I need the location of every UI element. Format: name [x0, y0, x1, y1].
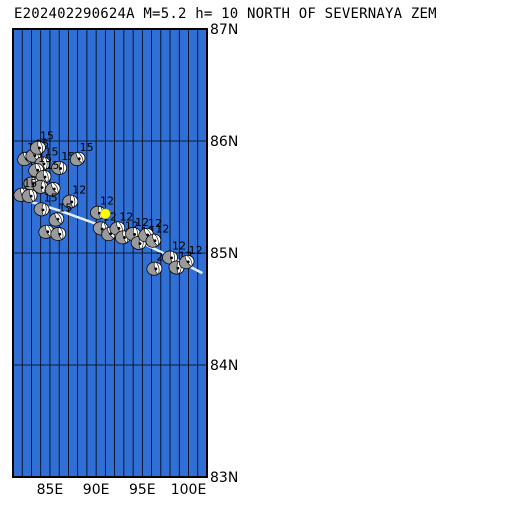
focal-mechanism — [50, 227, 67, 241]
focal-mechanism — [90, 205, 106, 220]
focal-mechanism — [33, 202, 50, 217]
focal-mechanism-label: 12 — [172, 239, 186, 252]
focal-mechanism-label: 15 — [80, 141, 94, 154]
focal-mechanism — [44, 182, 61, 197]
focal-mechanism-label: 12 — [148, 217, 162, 230]
page-title: E202402290624A M=5.2 h= 10 NORTH OF SEVE… — [14, 6, 437, 22]
focal-mechanism-label: 12 — [135, 216, 149, 229]
map-grid — [13, 29, 207, 477]
focal-mechanism — [30, 140, 46, 155]
focal-mechanism-label: 15 — [45, 145, 59, 158]
focal-mechanism-label: 15 — [58, 201, 72, 214]
latitude-label: 83N — [210, 470, 238, 486]
focal-mechanism — [69, 151, 86, 167]
focal-mechanism — [178, 254, 195, 270]
focal-mechanism-label: 12 — [189, 244, 203, 257]
focal-mechanism — [21, 188, 38, 203]
focal-mechanism-label: 15 — [40, 130, 54, 143]
focal-mechanism-label: 15 — [45, 159, 59, 172]
longitude-labels: 85E 90E 95E 100E — [37, 482, 207, 498]
focal-mechanism — [146, 261, 163, 276]
latitude-label: 86N — [210, 134, 238, 150]
focal-mechanism-label: 15 — [38, 152, 52, 165]
latitude-labels: 87N 86N 85N 84N 83N — [210, 22, 238, 486]
focal-mechanism — [32, 180, 49, 194]
focal-mechanism-label: 12 — [100, 195, 114, 208]
focal-mechanism — [38, 224, 55, 239]
latitude-label: 84N — [210, 358, 238, 374]
latitude-label: 87N — [210, 22, 238, 38]
focal-mechanism — [62, 194, 79, 209]
longitude-label: 90E — [83, 482, 110, 498]
latitude-label: 85N — [210, 246, 238, 262]
focal-mechanism-label: 12 — [155, 223, 169, 236]
focal-mechanism-label: 12 — [119, 210, 133, 223]
focal-mechanism — [145, 233, 162, 248]
focal-mechanism — [162, 250, 178, 265]
focal-mechanisms: 1515151515151515151215151212121212121212… — [13, 130, 203, 276]
longitude-label: 100E — [171, 482, 207, 498]
focal-mechanism — [51, 160, 68, 175]
focal-mechanism-label: 15 — [23, 177, 37, 190]
focal-mechanism — [48, 212, 65, 227]
focal-mechanism-label: 12 — [72, 183, 86, 196]
longitude-label: 85E — [37, 482, 64, 498]
map-frame — [12, 28, 208, 478]
focal-mechanism-label: 15 — [44, 191, 58, 204]
event-epicenter-marker — [100, 208, 111, 220]
longitude-label: 95E — [129, 482, 156, 498]
